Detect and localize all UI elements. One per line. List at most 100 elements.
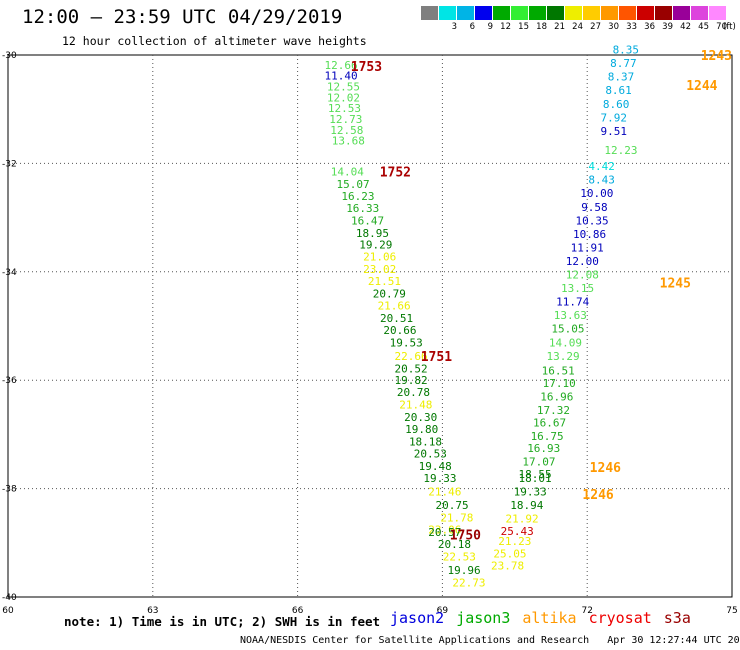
wave-height-point: 19.53: [390, 336, 423, 349]
wave-height-point: 12.53: [328, 102, 361, 115]
pass-time-label: 1243: [701, 49, 732, 64]
wave-height-point: 16.47: [351, 214, 384, 227]
color-scale-swatch: [709, 6, 727, 20]
wave-height-point: 18.95: [356, 227, 389, 240]
x-tick-label: 66: [292, 606, 304, 616]
wave-height-point: 22.66: [394, 350, 427, 363]
color-scale-label: 39: [662, 22, 673, 32]
wave-height-point: 19.33: [514, 485, 547, 498]
y-tick-label: -38: [2, 485, 17, 495]
wave-height-point: 20.75: [435, 499, 468, 512]
wave-height-point: 23.06: [428, 523, 461, 536]
pass-time-label: 1246: [582, 488, 613, 503]
color-scale-label: 12: [500, 22, 511, 32]
color-scale-unit: (ft): [723, 22, 736, 32]
color-scale-labels: 3 6 9 12 15 18 21 24 27 30 33 36 39 42 45 70 (ft): [421, 22, 740, 34]
footer-note: note: 1) Time is in UTC; 2) SWH is in fe…: [64, 614, 381, 629]
satellite-legend-jason3: jason3: [456, 609, 511, 627]
wave-height-point: 19.29: [359, 239, 392, 252]
footer-credit: NOAA/NESDIS Center for Satellite Applica…: [240, 635, 740, 646]
wave-height-point: 13.29: [547, 350, 580, 363]
pass-time-label: 1752: [380, 166, 411, 181]
wave-height-point: 20.18: [438, 538, 471, 551]
color-scale-swatch: [529, 6, 547, 20]
color-scale-label: 70: [716, 22, 727, 32]
wave-height-point: 15.05: [551, 323, 584, 336]
pass-time-label: 1753: [351, 60, 382, 75]
color-scale-label: 21: [554, 22, 565, 32]
wave-height-point: 8.43: [588, 174, 615, 187]
wave-height-point: 21.48: [399, 399, 432, 412]
wave-height-point: 17.10: [543, 377, 576, 390]
wave-height-point: 21.92: [505, 512, 538, 525]
wave-height-point: 19.96: [448, 564, 481, 577]
wave-height-point: 9.51: [600, 125, 627, 138]
wave-height-point: 12.66: [324, 59, 357, 72]
wave-height-point: 16.67: [533, 416, 566, 429]
wave-height-point: 12.55: [327, 80, 360, 93]
wave-height-point: 19.82: [394, 374, 427, 387]
pass-time-label: 1246: [590, 461, 621, 476]
wave-height-point: 7.92: [600, 111, 627, 124]
wave-height-point: 19.33: [423, 472, 456, 485]
wave-height-point: 20.78: [397, 386, 430, 399]
wave-height-point: 20.30: [404, 411, 437, 424]
color-scale-label: 9: [487, 22, 493, 32]
color-scale-swatch: [547, 6, 565, 20]
color-scale-swatch: [457, 6, 475, 20]
wave-height-point: 21.06: [363, 251, 396, 264]
color-scale-swatch: [601, 6, 619, 20]
wave-height-point: 25.43: [501, 525, 534, 538]
wave-height-point: 23.02: [363, 263, 396, 276]
satellite-legend-jason2: jason2: [390, 609, 445, 627]
wave-height-point: 16.93: [527, 442, 560, 455]
x-tick-label: 63: [147, 606, 158, 616]
color-scale-swatch: [691, 6, 709, 20]
wave-height-point: 12.02: [327, 91, 360, 104]
plot-frame: [7, 54, 733, 598]
wave-height-point: 12.00: [566, 255, 599, 268]
color-scale-label: 36: [644, 22, 655, 32]
color-scale-label: 6: [469, 22, 475, 32]
x-tick-label: 72: [581, 606, 592, 616]
wave-height-point: 19.80: [405, 423, 438, 436]
wave-height-point: 16.96: [540, 390, 573, 403]
y-tick-label: -36: [2, 376, 17, 386]
wave-height-point: 20.53: [414, 447, 447, 460]
wave-height-point: 21.66: [378, 299, 411, 312]
color-scale-label: 15: [518, 22, 529, 32]
color-scale: [421, 6, 727, 20]
wave-height-point: 16.51: [542, 364, 575, 377]
y-tick-label: -40: [2, 593, 17, 603]
color-scale-label: 18: [536, 22, 547, 32]
wave-height-point: 10.35: [575, 214, 608, 227]
x-tick-label: 75: [726, 606, 737, 616]
wave-height-point: 18.18: [409, 435, 442, 448]
wave-height-point: 16.33: [346, 202, 379, 215]
wave-height-point: 16.23: [341, 190, 374, 203]
x-tick-label: 69: [437, 606, 449, 616]
wave-height-point: 13.68: [332, 135, 365, 148]
wave-height-point: 12.08: [566, 269, 599, 282]
color-scale-swatch: [493, 6, 511, 20]
wave-height-point: 8.60: [603, 98, 630, 111]
wave-height-point: 8.37: [608, 71, 635, 84]
wave-height-point: 4.42: [588, 160, 615, 173]
wave-height-point: 20.52: [394, 362, 427, 375]
y-tick-label: -32: [2, 159, 17, 169]
wave-height-point: 10.86: [573, 228, 606, 241]
wave-height-point: 20.57: [428, 526, 461, 539]
wave-height-point: 18.94: [510, 499, 543, 512]
color-scale-swatch: [583, 6, 601, 20]
wave-height-point: 15.07: [337, 178, 370, 191]
wave-height-point: 20.66: [383, 324, 416, 337]
wave-height-point: 11.74: [556, 296, 589, 309]
wave-height-point: 20.51: [380, 312, 413, 325]
wave-height-point: 25.05: [493, 548, 526, 561]
color-scale-swatch: [637, 6, 655, 20]
wave-height-point: 17.07: [522, 456, 555, 469]
y-tick-label: -34: [2, 268, 17, 278]
wave-height-point: 23.78: [491, 560, 524, 573]
wave-height-point: 18.55: [519, 468, 552, 481]
